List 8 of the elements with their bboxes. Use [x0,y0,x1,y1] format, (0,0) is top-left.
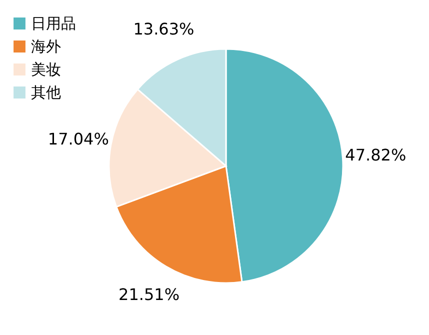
data-label: 13.63% [133,20,194,39]
legend-label: 美妆 [31,60,61,78]
data-label: 21.51% [118,284,180,304]
legend-label: 其他 [31,84,61,102]
legend-label: 海外 [31,38,61,56]
data-label: 17.04% [48,129,109,148]
legend-label: 日用品 [31,14,76,32]
data-label: 47.82% [345,146,406,165]
